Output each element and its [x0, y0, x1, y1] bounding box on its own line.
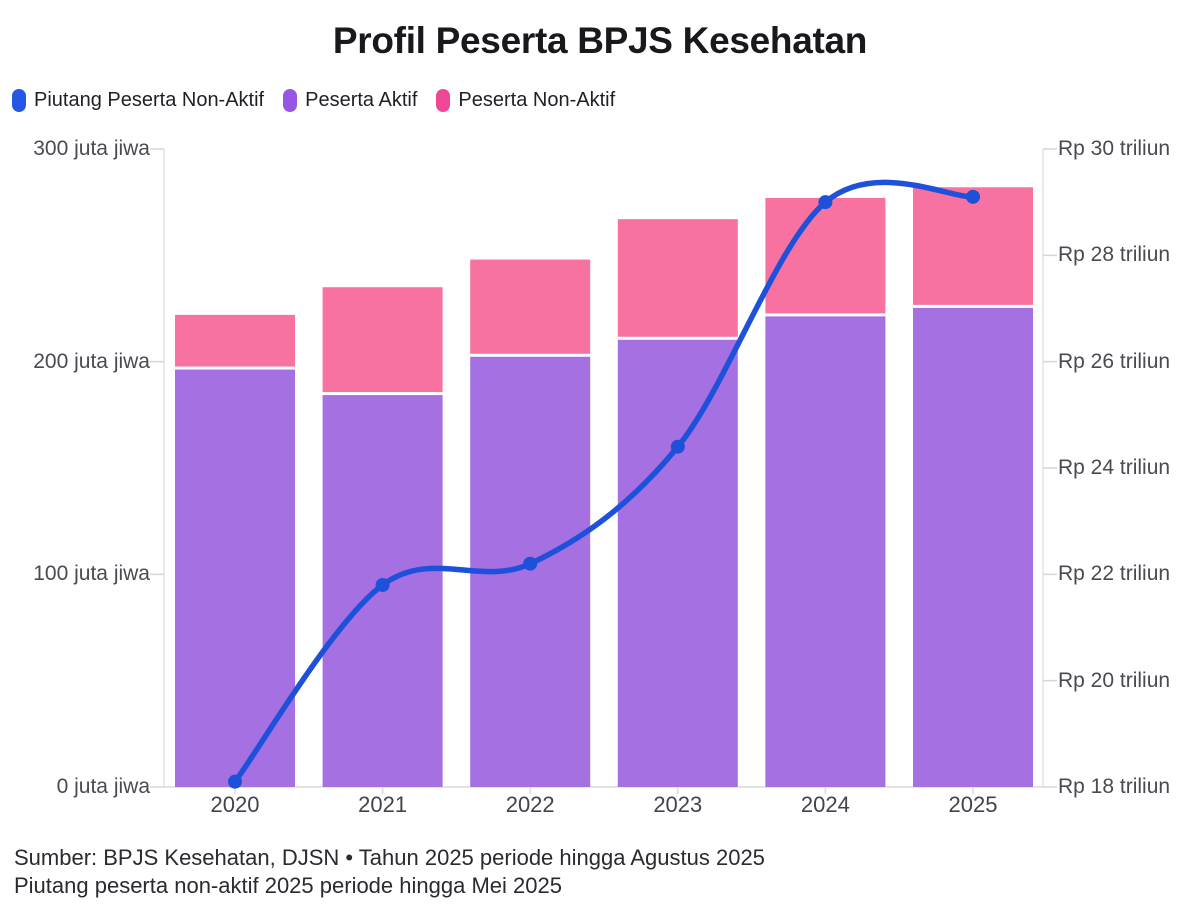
bar-separator-2025	[913, 304, 1033, 308]
right-axis-tick-24: Rp 24 triliun	[1058, 456, 1171, 479]
x-axis-label-2024: 2024	[800, 792, 850, 817]
bar-segment-peserta-aktif-2020[interactable]	[175, 368, 295, 787]
bar-separator-2021	[322, 392, 443, 396]
source-line-2: Piutang peserta non-aktif 2025 periode h…	[14, 873, 562, 898]
legend-swatch-0	[12, 89, 26, 112]
line-point-2022[interactable]	[523, 556, 538, 571]
left-axis-tick-0: 0 juta jiwa	[56, 775, 150, 798]
line-point-2025[interactable]	[966, 189, 980, 204]
legend-swatch-2	[436, 89, 451, 112]
right-axis-tick-20: Rp 20 triliun	[1058, 668, 1171, 692]
bar-segment-peserta-aktif-2024[interactable]	[765, 314, 886, 787]
bar-segment-peserta-aktif-2023[interactable]	[617, 338, 738, 787]
bar-separator-2020	[175, 366, 295, 370]
bar-segment-peserta-aktif-2025[interactable]	[913, 306, 1033, 787]
legend-swatch-1	[283, 89, 298, 112]
line-point-2023[interactable]	[670, 439, 685, 454]
bar-series-group	[175, 187, 1033, 787]
bar-segment-peserta-non-aktif-2021[interactable]	[322, 287, 443, 394]
left-axis-tick-300: 300 juta jiwa	[33, 137, 150, 160]
x-axis-label-2022: 2022	[505, 792, 555, 817]
legend-item-piutang-peserta-non-aktif: Piutang Peserta Non-Aktif	[12, 89, 264, 112]
right-axis-tick-30: Rp 30 triliun	[1058, 137, 1171, 160]
left-axis-tick-200: 200 juta jiwa	[33, 349, 150, 373]
legend-label: Piutang Peserta Non-Aktif	[34, 89, 265, 111]
right-axis-tick-22: Rp 22 triliun	[1058, 562, 1171, 586]
bar-segment-peserta-non-aktif-2025[interactable]	[913, 187, 1033, 307]
x-axis-label-2021: 2021	[358, 792, 408, 817]
axes	[150, 148, 1057, 794]
x-axis-label-2020: 2020	[210, 792, 260, 817]
x-axis-label-2023: 2023	[653, 792, 703, 817]
line-point-2021[interactable]	[375, 577, 390, 592]
legend-label: Peserta Aktif	[305, 89, 418, 111]
legend-label: Peserta Non-Aktif	[458, 89, 616, 111]
legend-item-peserta-aktif: Peserta Aktif	[283, 89, 417, 112]
bar-segment-peserta-non-aktif-2020[interactable]	[175, 314, 295, 369]
right-axis-tick-28: Rp 28 triliun	[1058, 243, 1171, 267]
left-axis-tick-100: 100 juta jiwa	[33, 562, 150, 586]
legend-item-peserta-non-aktif: Peserta Non-Aktif	[436, 89, 615, 112]
source-line-1: Sumber: BPJS Kesehatan, DJSN • Tahun 202…	[14, 845, 765, 870]
piutang-line[interactable]	[232, 179, 976, 785]
right-axis-tick-26: Rp 26 triliun	[1058, 349, 1171, 373]
line-point-2020[interactable]	[228, 774, 242, 789]
right-axis-tick-18: Rp 18 triliun	[1058, 775, 1171, 798]
x-axis-label-2025: 2025	[948, 792, 998, 817]
bar-segment-peserta-non-aktif-2023[interactable]	[617, 219, 738, 339]
line-series-group	[228, 179, 980, 789]
bar-separator-2023	[617, 336, 738, 340]
bar-separator-2022	[470, 353, 591, 357]
legend: Piutang Peserta Non-Aktif Peserta Aktif …	[12, 89, 615, 112]
source-note: Sumber: BPJS Kesehatan, DJSN • Tahun 202…	[14, 844, 765, 900]
bar-separator-2024	[765, 313, 886, 317]
bar-segment-peserta-non-aktif-2022[interactable]	[470, 259, 591, 356]
chart-title: Profil Peserta BPJS Kesehatan	[332, 20, 868, 61]
line-point-2024[interactable]	[818, 195, 833, 210]
